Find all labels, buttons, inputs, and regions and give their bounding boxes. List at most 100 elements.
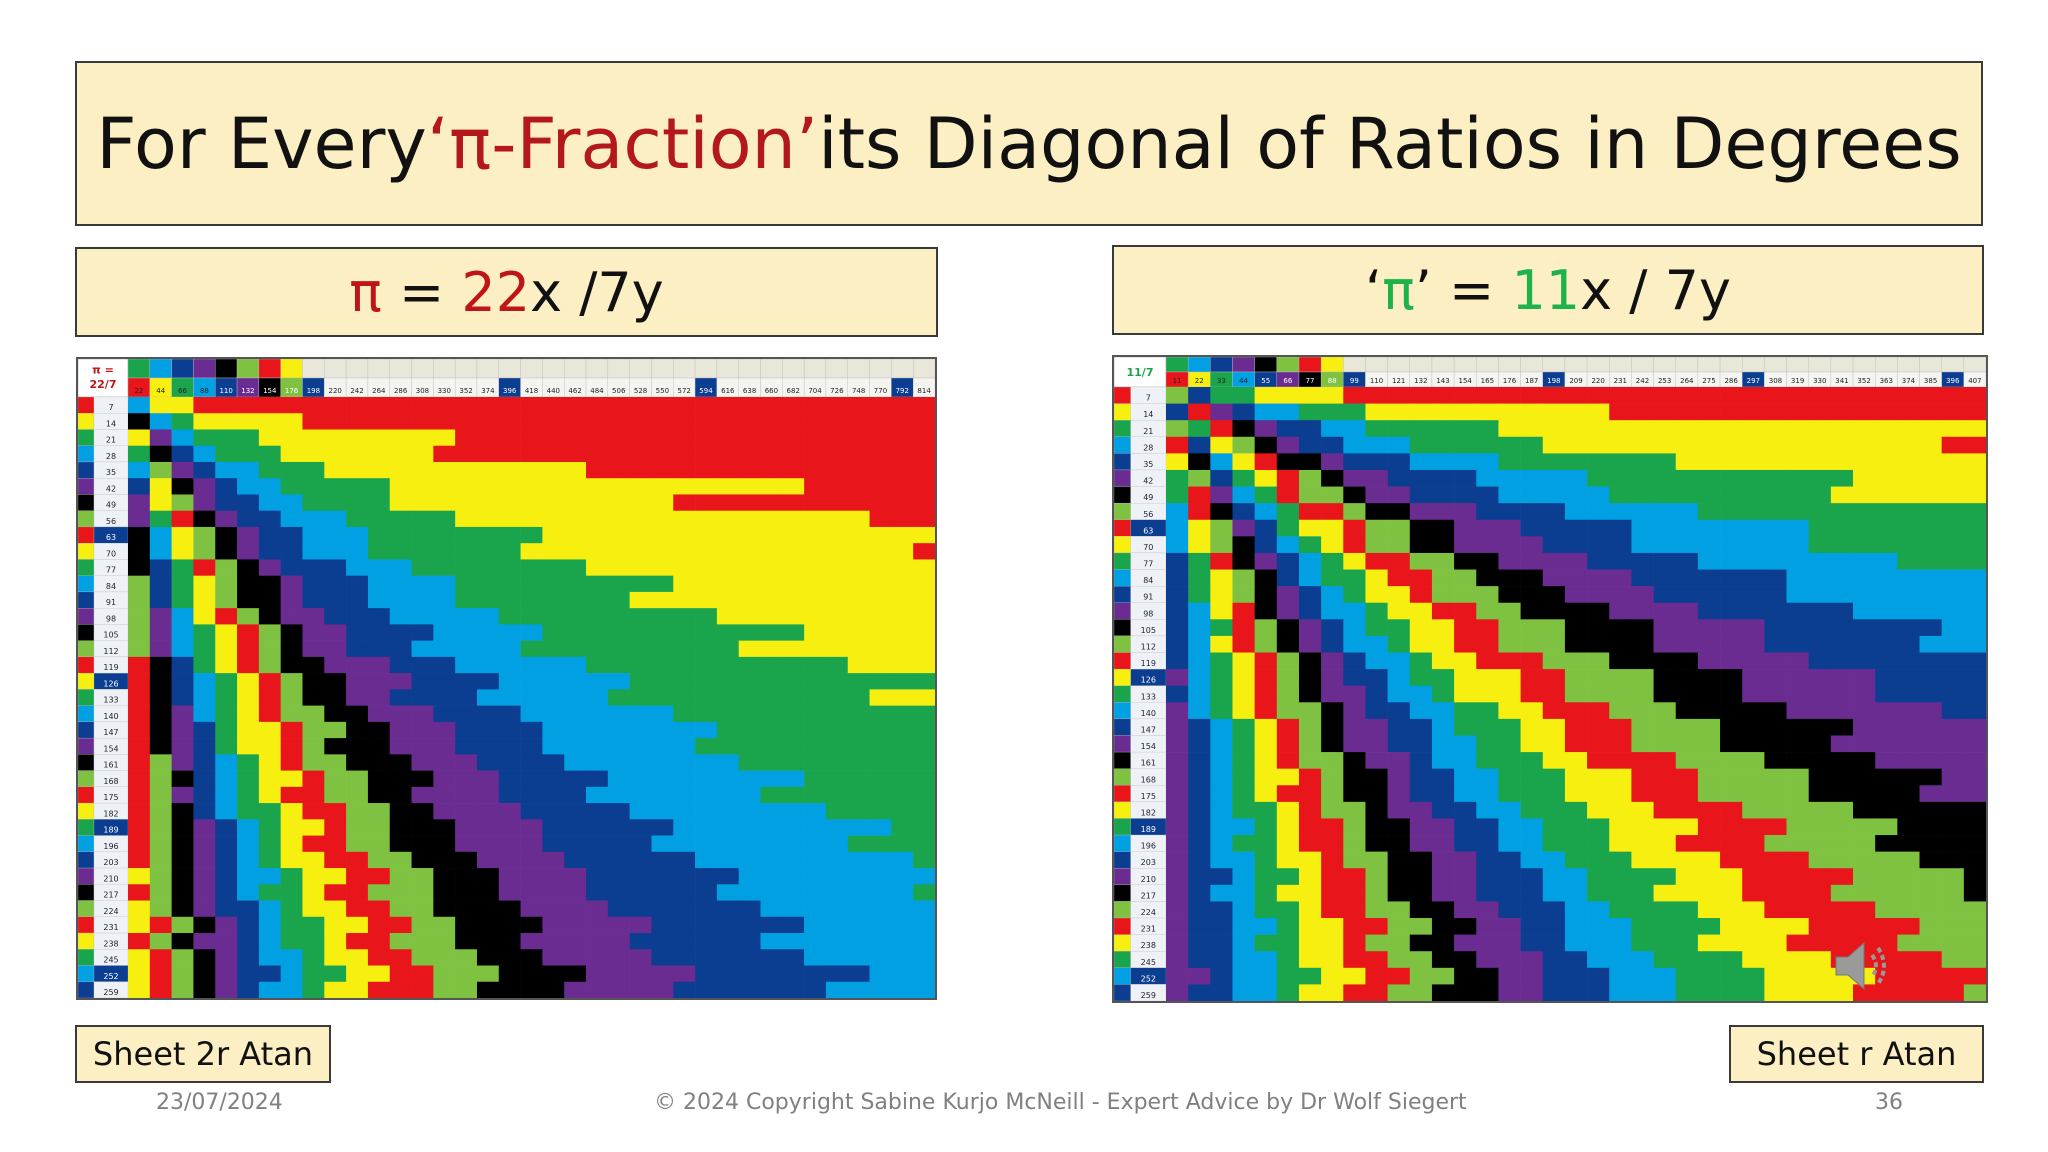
top-header-cell: 55: [1261, 377, 1270, 385]
top-header-cell: 396: [1946, 377, 1960, 385]
title-prefix: For Every: [96, 102, 427, 185]
side-header-cell: 77: [1143, 560, 1153, 569]
side-header-cell: 245: [1141, 958, 1156, 967]
side-header-cell: 231: [1141, 925, 1156, 934]
left-ratio-grid: π =22/7 22 44 66 88 110 132 154 176 198 220 242 264 2…: [78, 359, 935, 998]
top-header-cell: 187: [1525, 377, 1538, 385]
side-header-cell: 14: [1143, 410, 1153, 419]
top-header-cell: 275: [1702, 377, 1715, 385]
right-sheet-label-text: Sheet r Atan: [1756, 1035, 1957, 1073]
side-header-cell: 196: [1141, 842, 1156, 851]
side-header-cell: 21: [1143, 427, 1153, 436]
top-header-cell: 44: [156, 387, 165, 395]
side-header-cell: 91: [1143, 593, 1153, 602]
side-header-cell: 154: [103, 744, 118, 753]
side-header-cell: 119: [1141, 659, 1156, 668]
top-header-cell: 198: [1547, 377, 1560, 385]
speaker-icon[interactable]: [1832, 935, 1894, 997]
top-header-cell: 396: [503, 387, 517, 395]
side-header-cell: 140: [103, 712, 118, 721]
slide-title: For Every ‘π-Fraction’ its Diagonal of R…: [75, 61, 1983, 226]
side-header-cell: 203: [103, 858, 118, 867]
top-header-cell: 99: [1350, 377, 1359, 385]
side-header-cell: 119: [103, 663, 118, 672]
left-formula-rest: x /7y: [530, 260, 664, 324]
side-header-cell: 49: [106, 501, 116, 510]
side-header-cell: 98: [106, 614, 116, 623]
top-header-cell: 341: [1835, 377, 1848, 385]
side-header-cell: 182: [1141, 808, 1156, 817]
side-header-cell: 161: [103, 761, 118, 770]
top-header-cell: 77: [1306, 377, 1315, 385]
left-formula-heading: π = 22 x /7y: [75, 247, 938, 337]
ratio-cells: [128, 397, 935, 998]
side-header-cell: 84: [106, 582, 116, 591]
top-header-cell: 132: [241, 387, 254, 395]
top-header-cell: 176: [1503, 377, 1517, 385]
side-header-cell: 168: [1141, 775, 1156, 784]
top-header-cell: 154: [263, 387, 277, 395]
right-formula-quote-close: ’: [1414, 258, 1432, 322]
top-header-cell: 154: [1459, 377, 1473, 385]
side-header-cell: 259: [103, 988, 118, 997]
side-header-cell: 35: [1143, 460, 1153, 469]
top-header-cell: 363: [1880, 377, 1893, 385]
top-header-cell: 110: [219, 387, 232, 395]
top-header-cell: 143: [1436, 377, 1449, 385]
side-header-cell: 49: [1143, 493, 1153, 502]
top-header-cell: 792: [896, 387, 909, 395]
title-highlight: ‘π-Fraction’: [426, 102, 819, 185]
top-header-cell: 726: [830, 387, 844, 395]
footer-date: 23/07/2024: [156, 1090, 283, 1115]
top-header-cell: 440: [547, 387, 560, 395]
top-header-cell: 814: [917, 387, 931, 395]
top-header-cell: 374: [481, 387, 495, 395]
right-ratio-grid: 11/7 11 22 33 44 55 66 77 88 99 110 121 132 143 154 165…: [1114, 357, 1986, 1001]
ratio-cells: [1166, 387, 1986, 1001]
side-header-cell: 42: [1143, 477, 1153, 486]
top-header-cell: 264: [372, 387, 386, 395]
top-header-cell: 462: [568, 387, 581, 395]
side-header-cell: 175: [1141, 792, 1156, 801]
side-header-cell: 28: [106, 452, 116, 461]
top-header-cell: 286: [394, 387, 408, 395]
top-header-cell: 682: [787, 387, 800, 395]
side-header-cell: 105: [1141, 626, 1156, 635]
side-header-cell: 210: [1141, 875, 1156, 884]
side-header-cell: 112: [103, 647, 118, 656]
top-header-cell: 11: [1173, 377, 1182, 385]
side-header-cell: 70: [106, 549, 116, 558]
top-header-cell: 242: [1636, 377, 1649, 385]
top-header-cell: 165: [1481, 377, 1494, 385]
side-header-cell: 203: [1141, 858, 1156, 867]
side-header-cell: 63: [106, 533, 116, 542]
side-header-cell: 196: [103, 842, 118, 851]
side-header-cell: 84: [1143, 576, 1153, 585]
right-formula-quote-open: ‘: [1365, 258, 1383, 322]
right-formula-num: 11: [1511, 258, 1581, 322]
top-header-cell: 209: [1569, 377, 1582, 385]
top-header-cell: 231: [1614, 377, 1627, 385]
top-header-cell: 352: [1857, 377, 1870, 385]
top-header-cell: 506: [612, 387, 626, 395]
corner-label: 22/7: [90, 378, 117, 391]
title-suffix: its Diagonal of Ratios in Degrees: [818, 102, 1962, 185]
top-header-cell: 594: [699, 387, 713, 395]
top-header-cell: 374: [1902, 377, 1916, 385]
top-header-cell: 33: [1217, 377, 1226, 385]
top-header-cell: 253: [1658, 377, 1671, 385]
right-formula-heading: ‘ π ’ = 11 x / 7y: [1112, 245, 1984, 335]
top-header-cell: 308: [1769, 377, 1782, 385]
top-header-cell: 198: [307, 387, 320, 395]
side-header-cell: 28: [1143, 443, 1153, 452]
side-header-cell: 217: [103, 891, 118, 900]
left-formula-eq: =: [381, 260, 462, 324]
left-formula-pi: π: [349, 260, 382, 324]
side-header-cell: 42: [106, 484, 116, 493]
side-header-cell: 98: [1143, 609, 1153, 618]
side-header-cell: 238: [103, 939, 118, 948]
left-formula-num: 22: [461, 260, 531, 324]
side-header-cell: 189: [1141, 825, 1156, 834]
right-formula-eq: =: [1431, 258, 1512, 322]
